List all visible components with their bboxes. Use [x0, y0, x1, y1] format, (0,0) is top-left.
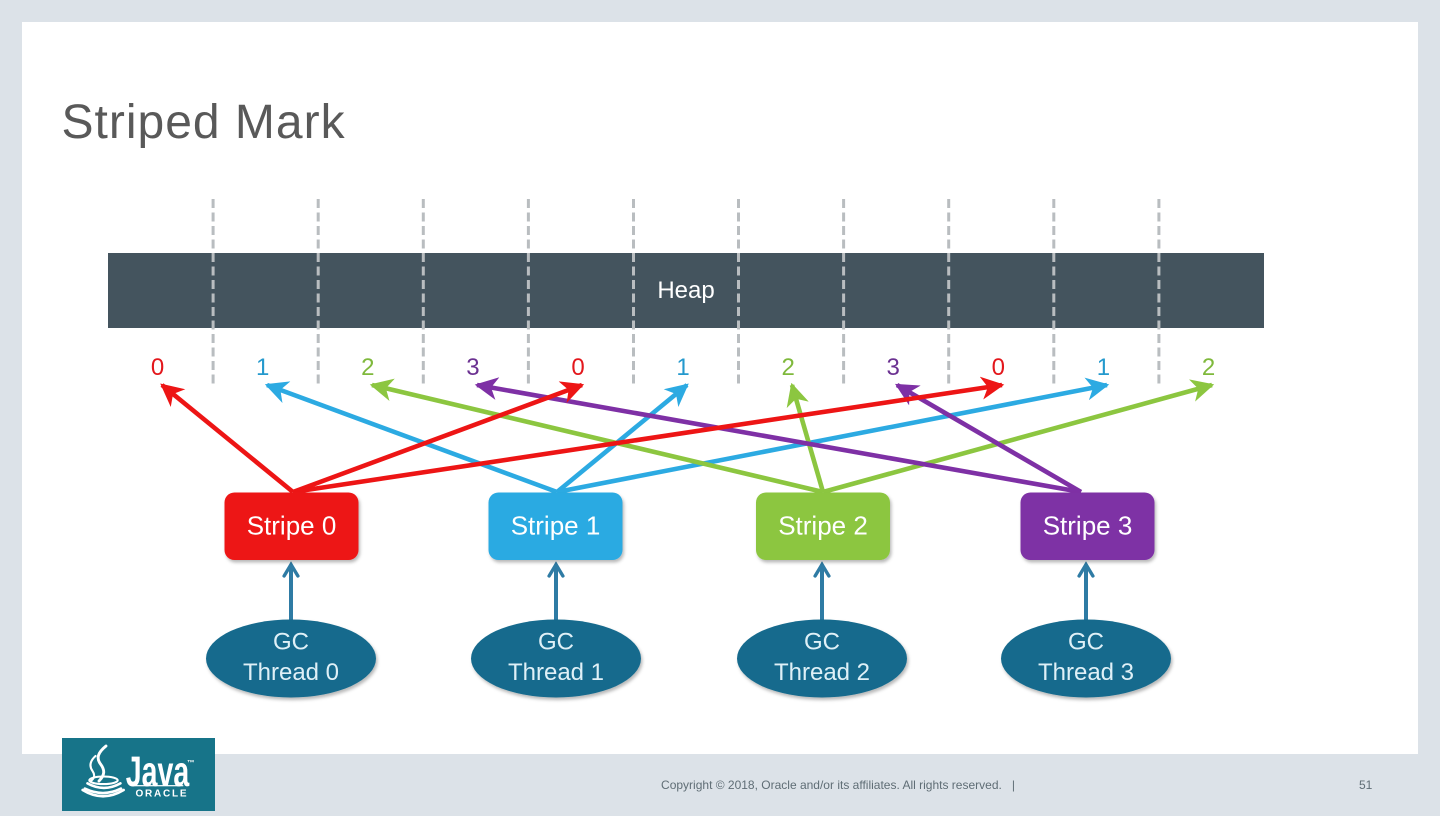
- svg-text:2: 2: [1202, 354, 1215, 381]
- svg-text:Stripe 3: Stripe 3: [1043, 511, 1133, 541]
- svg-text:ORACLE: ORACLE: [136, 789, 187, 800]
- svg-text:3: 3: [466, 354, 479, 381]
- svg-text:Java: Java: [126, 747, 190, 795]
- svg-text:0: 0: [151, 354, 164, 381]
- svg-text:Thread 0: Thread 0: [243, 659, 339, 686]
- svg-text:2: 2: [361, 354, 374, 381]
- svg-text:3: 3: [887, 354, 900, 381]
- svg-text:1: 1: [256, 354, 269, 381]
- svg-text:1: 1: [676, 354, 689, 381]
- svg-text:1: 1: [1097, 354, 1110, 381]
- svg-text:0: 0: [992, 354, 1005, 381]
- svg-text:Heap: Heap: [657, 277, 714, 304]
- svg-text:Thread 3: Thread 3: [1038, 659, 1134, 686]
- svg-text:Stripe 1: Stripe 1: [511, 511, 601, 541]
- svg-text:2: 2: [782, 354, 795, 381]
- svg-text:GC: GC: [804, 629, 840, 656]
- svg-text:Thread 2: Thread 2: [774, 659, 870, 686]
- svg-text:Stripe 0: Stripe 0: [247, 511, 337, 541]
- svg-text:GC: GC: [1068, 629, 1104, 656]
- svg-text:Thread 1: Thread 1: [508, 659, 604, 686]
- svg-text:Stripe 2: Stripe 2: [778, 511, 868, 541]
- svg-text:0: 0: [571, 354, 584, 381]
- svg-text:GC: GC: [273, 629, 309, 656]
- svg-text:GC: GC: [538, 629, 574, 656]
- svg-text:™: ™: [187, 758, 195, 767]
